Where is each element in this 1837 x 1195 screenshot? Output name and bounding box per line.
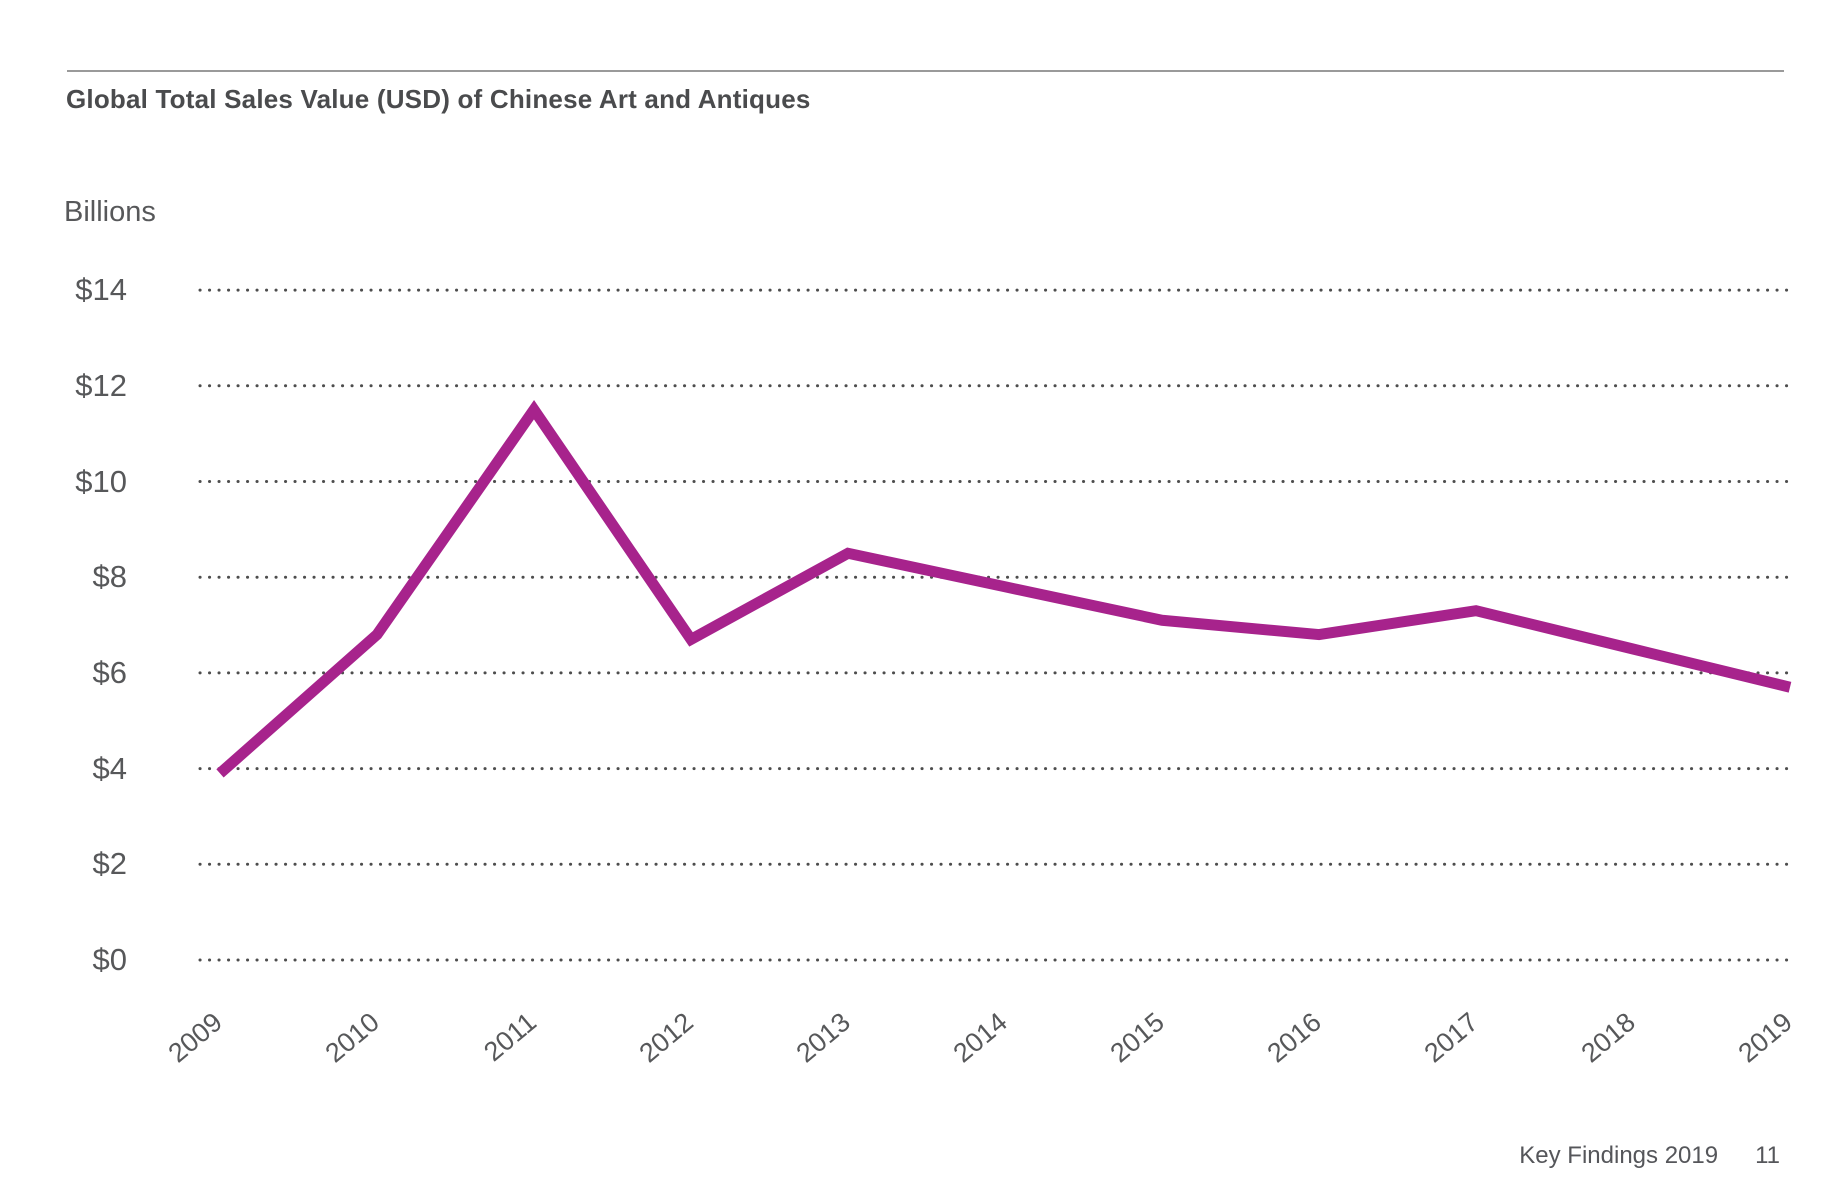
top-rule-divider [67, 70, 1784, 72]
footer-label: Key Findings 2019 [1519, 1142, 1719, 1169]
y-axis-label: $14 [75, 272, 127, 308]
y-axis-label: $4 [92, 750, 127, 786]
y-axis-label: $0 [92, 942, 127, 977]
y-axis-label: $2 [92, 846, 127, 882]
page-number: 11 [1755, 1142, 1780, 1169]
page-footer: Key Findings 2019 11 [1519, 1142, 1780, 1170]
y-axis-label: $6 [92, 654, 127, 690]
y-axis-unit-label: Billions [64, 196, 156, 228]
sales-line [216, 400, 1792, 778]
y-axis-label: $10 [75, 463, 127, 499]
y-axis-label: $8 [92, 559, 127, 595]
y-axis-label: $12 [75, 367, 127, 403]
page-title: Global Total Sales Value (USD) of Chines… [66, 84, 811, 114]
